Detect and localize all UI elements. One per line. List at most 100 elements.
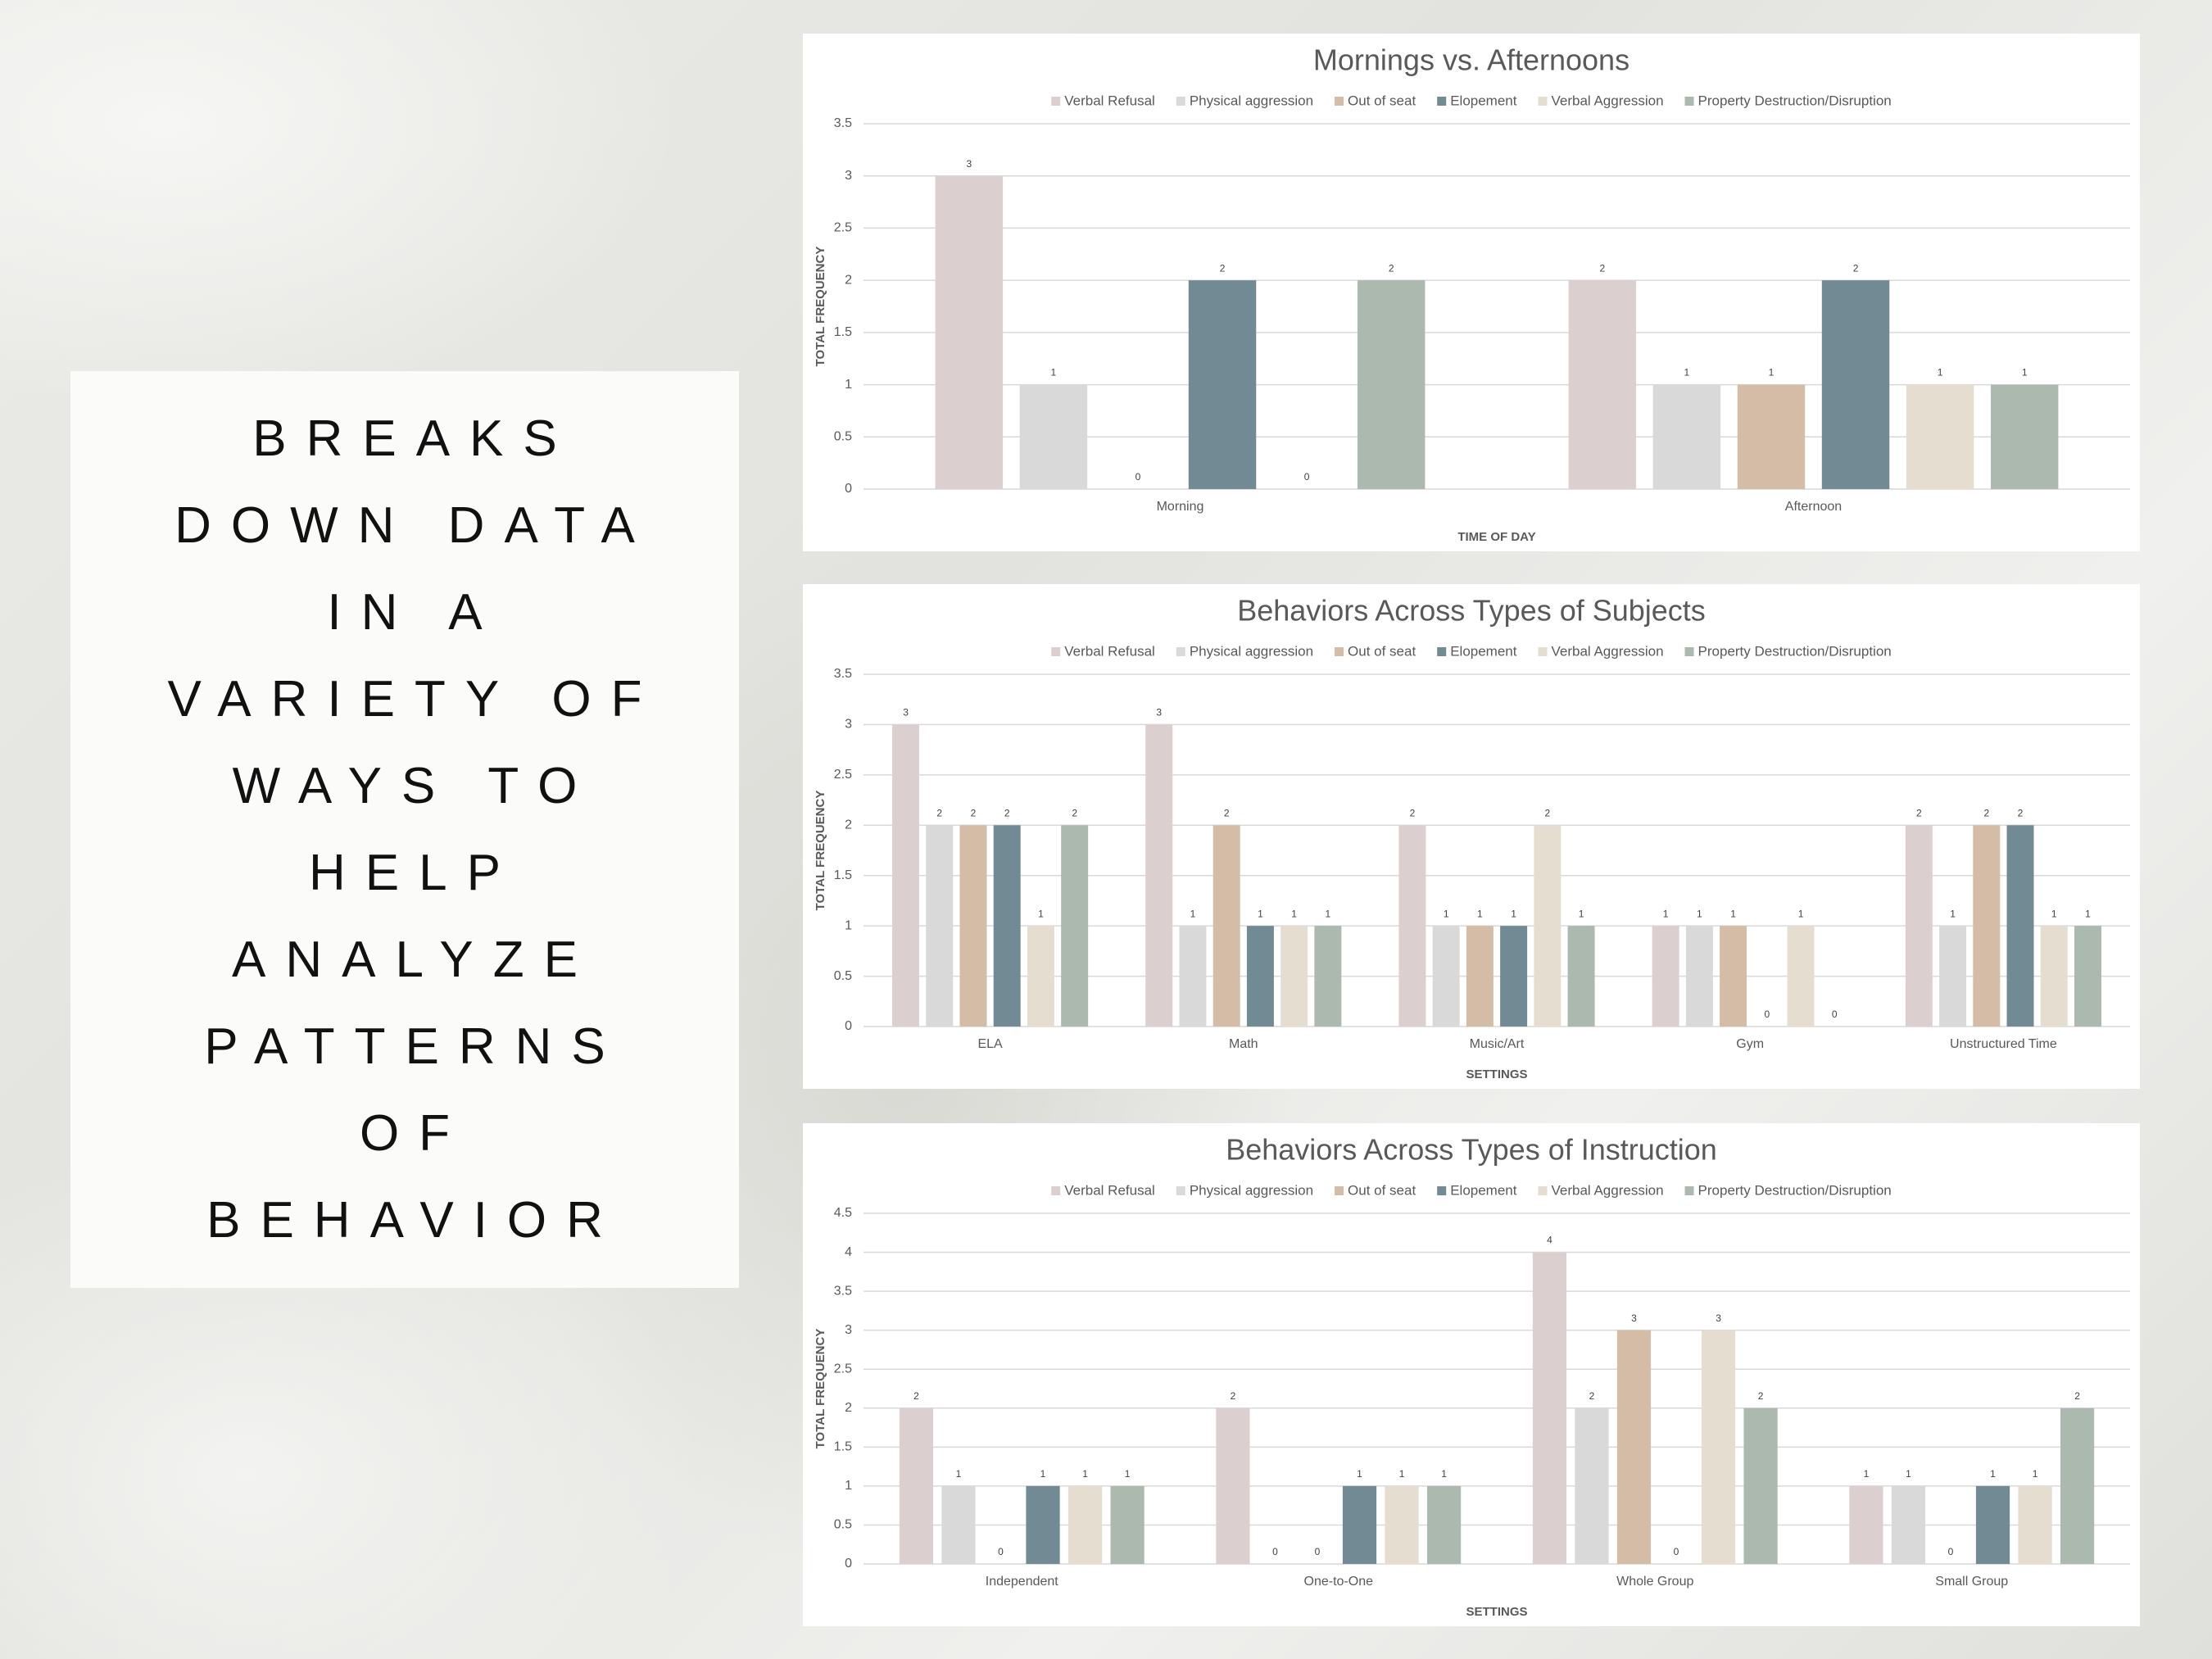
legend-swatch [1176,647,1185,656]
legend-swatch [1051,1186,1061,1195]
legend-swatch [1437,647,1447,656]
chart: Mornings vs. Afternoons Verbal Refusal Phy… [803,34,2140,551]
data-label: 2 [1544,807,1550,818]
bar [1685,926,1713,1027]
data-label: 0 [1674,1546,1679,1557]
data-label: 2 [1220,262,1226,274]
y-axis-title: TOTAL FREQUENCY [814,247,827,367]
legend-label: Out of seat [1348,93,1416,108]
bar [1281,926,1308,1027]
bar [2040,926,2068,1027]
legend-swatch [1176,97,1185,106]
legend-label: Physical aggression [1190,1182,1313,1198]
bar [1906,384,1974,489]
bar [959,825,987,1027]
bar [1067,1485,1103,1564]
legend-swatch [1335,97,1344,106]
bar [1532,1252,1567,1564]
panel-line: IN A [327,583,502,641]
data-label: 2 [1916,807,1922,818]
data-label: 2 [1389,262,1394,274]
bar [1652,926,1679,1027]
bar [1019,384,1088,489]
y-tick-label: 3 [845,169,852,183]
legend-label: Verbal Refusal [1064,643,1155,659]
y-tick-label: 3.5 [834,1284,852,1298]
data-label: 4 [1547,1235,1552,1246]
panel-line: BEHAVIOR [206,1191,623,1249]
y-tick-label: 3 [845,1323,852,1337]
data-label: 1 [1190,908,1196,919]
y-tick-label: 2.5 [834,768,852,782]
bar [1973,825,2001,1027]
y-axis-title: TOTAL FREQUENCY [814,791,827,911]
legend-label: Physical aggression [1190,643,1313,659]
data-label: 1 [1051,367,1057,378]
data-label: 1 [1906,1468,1911,1480]
data-label: 3 [1631,1312,1637,1324]
data-label: 3 [1156,707,1162,718]
bar [1466,926,1494,1027]
chart-title: Mornings vs. Afternoons [1313,43,1630,77]
data-label: 0 [998,1546,1004,1557]
data-label: 1 [1511,908,1516,919]
data-label: 1 [1684,367,1690,378]
data-label: 2 [913,1390,919,1402]
bar [892,724,920,1027]
bar [1891,1485,1926,1564]
bar [1975,1485,2010,1564]
bar [2006,825,2034,1027]
legend-label: Property Destruction/Disruption [1698,643,1892,659]
bar [1145,724,1173,1027]
bar [1061,825,1089,1027]
legend: Verbal Refusal Physical aggression Out of … [1051,1182,1892,1198]
bar [1720,926,1747,1027]
y-tick-label: 0 [845,482,852,496]
bar [1246,926,1274,1027]
panel-line: VARIETY OF [167,670,662,728]
bar [1179,926,1207,1027]
y-tick-label: 2 [845,818,852,832]
y-tick-label: 2.5 [834,1362,852,1376]
chart-title: Behaviors Across Types of Subjects [1237,594,1706,628]
y-tick-label: 4 [845,1245,852,1259]
data-label: 1 [1125,1468,1131,1480]
text-panel: BREAKS DOWN DATA IN A VARIETY OF WAYS TO HELP… [70,371,739,1288]
x-tick-label: Gym [1736,1037,1764,1051]
panel-line: DOWN DATA [175,496,655,554]
legend-swatch [1051,97,1061,106]
data-label: 1 [1441,1468,1447,1480]
data-label: 0 [1764,1009,1770,1020]
legend-swatch [1538,97,1548,106]
data-label: 1 [1697,908,1702,919]
data-label: 1 [1082,1468,1088,1480]
bar [2018,1485,2052,1564]
data-label: 1 [1663,908,1669,919]
bar [1385,1485,1419,1564]
legend-label: Verbal Aggression [1551,93,1663,108]
y-tick-label: 1 [845,1479,852,1493]
x-axis-title: TIME OF DAY [1457,530,1535,544]
legend-swatch [1335,1186,1344,1195]
data-label: 0 [1304,471,1310,483]
data-label: 2 [1072,807,1077,818]
legend-label: Out of seat [1348,1182,1416,1198]
legend-label: Property Destruction/Disruption [1698,1182,1892,1198]
legend-label: Verbal Refusal [1064,1182,1155,1198]
bar [1939,926,1967,1027]
bar [1314,926,1342,1027]
x-tick-label: Unstructured Time [1950,1037,2057,1051]
y-tick-label: 2.5 [834,221,852,235]
data-label: 1 [2022,367,2028,378]
panel-line: OF [359,1104,470,1162]
data-label: 0 [1315,1546,1321,1557]
legend: Verbal Refusal Physical aggression Out of … [1051,643,1892,659]
bar [993,825,1021,1027]
y-tick-label: 0.5 [834,430,852,444]
y-tick-label: 0.5 [834,969,852,983]
data-label: 2 [1410,807,1416,818]
x-tick-label: Morning [1157,500,1204,514]
y-tick-label: 1 [845,378,852,392]
